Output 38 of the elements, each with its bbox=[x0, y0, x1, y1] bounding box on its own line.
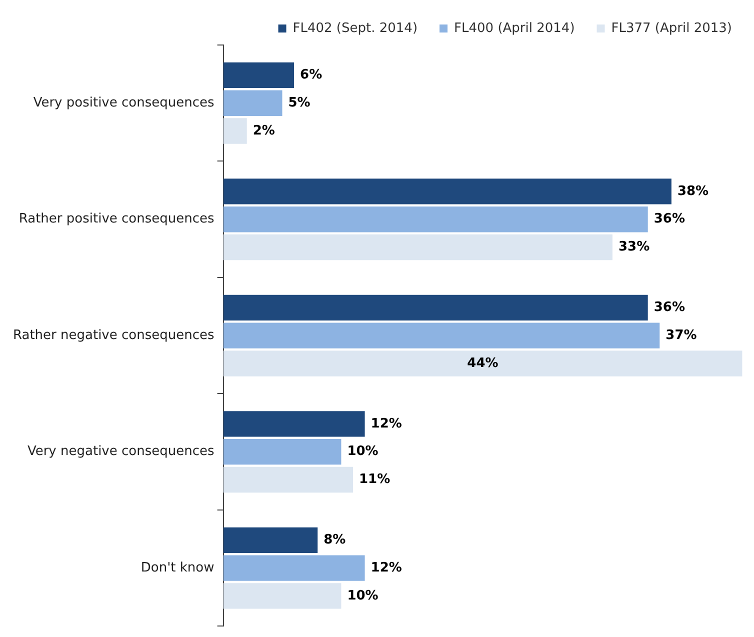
legend-label: FL377 (April 2013) bbox=[611, 20, 732, 36]
data-label: 44% bbox=[467, 356, 498, 371]
bar bbox=[223, 466, 354, 493]
legend-label: FL402 (Sept. 2014) bbox=[292, 20, 418, 36]
bar bbox=[223, 411, 365, 437]
bar bbox=[223, 90, 282, 116]
data-label: 10% bbox=[347, 588, 378, 604]
data-label: 36% bbox=[654, 300, 685, 316]
y-tick-label: Rather negative consequences bbox=[12, 328, 214, 343]
y-tick-label: Don't know bbox=[140, 560, 215, 576]
bar bbox=[223, 294, 648, 321]
bar bbox=[223, 62, 294, 88]
bar bbox=[223, 178, 672, 204]
bar bbox=[223, 234, 612, 260]
bar bbox=[223, 118, 247, 144]
y-tick-label: Very negative consequences bbox=[27, 444, 214, 460]
bar bbox=[223, 527, 318, 554]
bar bbox=[223, 439, 342, 465]
data-label: 8% bbox=[324, 532, 346, 548]
data-label: 12% bbox=[370, 416, 402, 432]
data-label: 5% bbox=[288, 95, 310, 110]
data-label: 2% bbox=[252, 123, 275, 138]
bar bbox=[223, 555, 365, 581]
data-label: 12% bbox=[370, 560, 402, 576]
data-label: 10% bbox=[347, 444, 378, 460]
data-label: 33% bbox=[618, 240, 650, 255]
legend-label: FL400 (April 2014) bbox=[454, 20, 575, 36]
bar bbox=[223, 206, 648, 232]
data-label: 36% bbox=[654, 212, 685, 227]
bar bbox=[223, 322, 660, 348]
bar bbox=[223, 350, 742, 376]
bar bbox=[223, 583, 342, 609]
y-tick-label: Rather positive consequences bbox=[18, 212, 214, 227]
data-label: 38% bbox=[677, 184, 709, 199]
data-label: 11% bbox=[359, 472, 390, 488]
y-tick-label: Very positive consequences bbox=[33, 95, 214, 110]
data-label: 37% bbox=[666, 328, 697, 343]
data-label: 6% bbox=[300, 68, 322, 83]
